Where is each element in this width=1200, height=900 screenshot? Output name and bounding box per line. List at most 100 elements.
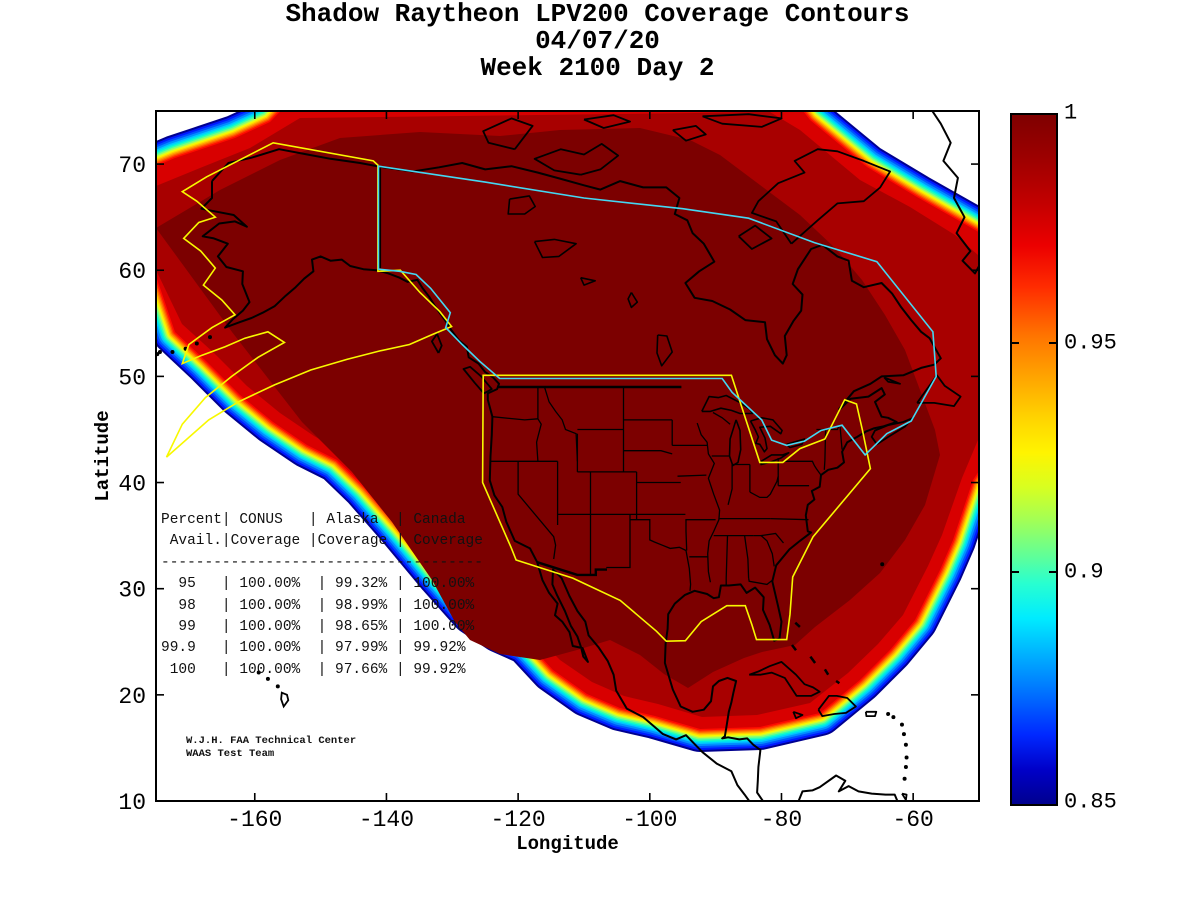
island-outline: [748, 661, 821, 697]
state-border: [630, 519, 687, 552]
colorbar-tick-label: 0.9: [1064, 559, 1104, 585]
canada-boundary: [377, 165, 938, 457]
small-island-dot: [903, 742, 908, 747]
state-border: [747, 577, 773, 586]
small-island-dot: [256, 670, 261, 675]
attribution-line2: WAAS Test Team: [186, 748, 275, 760]
lake-outline: [728, 419, 742, 467]
plot-date: 04/07/20: [535, 26, 660, 56]
title-block: Shadow Raytheon LPV200 Coverage Contours…: [186, 1, 1009, 82]
y-tick-label: 50: [118, 365, 146, 391]
island-outline: [901, 792, 908, 801]
state-border: [839, 426, 843, 450]
state-border: [543, 386, 579, 462]
state-border: [696, 422, 721, 583]
state-border: [749, 476, 779, 499]
coastline: [797, 774, 899, 801]
state-border: [517, 461, 557, 560]
lake-outline: [760, 451, 790, 466]
state-border: [685, 519, 688, 551]
island-chain: [791, 644, 797, 652]
y-tick-label: 70: [118, 153, 146, 179]
island-outline: [583, 114, 631, 129]
y-tick-label: 30: [118, 578, 146, 604]
lake-outline: [533, 238, 577, 259]
x-axis-label: Longitude: [516, 833, 619, 855]
state-border: [725, 535, 729, 586]
small-island-dot: [157, 349, 162, 354]
plot-week-day: Week 2100 Day 2: [480, 53, 715, 83]
lake-outline: [507, 195, 537, 215]
colorbar-tick: [1012, 341, 1019, 344]
state-border: [685, 550, 692, 591]
state-border: [727, 464, 733, 505]
lake-outline: [749, 416, 783, 453]
state-border: [770, 517, 809, 521]
state-border: [782, 460, 822, 476]
state-border: [492, 416, 538, 421]
island-outline: [482, 117, 534, 151]
state-border: [743, 535, 750, 579]
island-outline: [864, 710, 878, 717]
coastline: [211, 148, 942, 410]
x-tick-label: -140: [359, 807, 414, 833]
map-layer: [141, 111, 979, 801]
small-island-dot: [903, 765, 908, 770]
colorbar: [1010, 113, 1058, 806]
colorbar-tick-label: 0.95: [1064, 330, 1117, 356]
colorbar-tick: [1049, 341, 1056, 344]
state-border: [712, 411, 731, 425]
lake-outline: [701, 394, 754, 415]
coverage-table: Percent| CONUS | Alaska | Canada Avail.|…: [161, 512, 483, 678]
y-axis-label: Latitude: [92, 410, 114, 501]
y-tick-label: 60: [118, 259, 146, 285]
island-outline: [702, 113, 783, 128]
small-island-dot: [891, 715, 896, 720]
attribution-line1: W.J.H. FAA Technical Center: [186, 735, 357, 747]
island-chain: [809, 655, 817, 664]
colorbar-tick-label: 0.85: [1064, 789, 1117, 815]
alaska-boundary: [165, 141, 453, 458]
island-outline: [883, 376, 901, 385]
y-tick-label: 40: [118, 472, 146, 498]
state-border: [823, 429, 827, 470]
lake-outline: [579, 276, 597, 286]
national-border: [536, 561, 607, 577]
island-chain: [823, 668, 830, 676]
small-island-dot: [904, 755, 909, 760]
state-border: [623, 450, 673, 455]
small-island-dot: [902, 776, 907, 781]
colorbar-tick: [1049, 571, 1056, 574]
island-outline: [870, 416, 915, 446]
hawaii-big-island: [280, 691, 290, 709]
x-tick-label: -100: [622, 807, 677, 833]
x-tick-label: -80: [761, 807, 802, 833]
plot-title: Shadow Raytheon LPV200 Coverage Contours: [285, 0, 910, 29]
island-outline: [430, 332, 443, 354]
island-outline: [672, 124, 707, 142]
state-border: [535, 387, 542, 462]
state-border: [677, 474, 707, 477]
colorbar-tick-label: 1: [1064, 100, 1078, 126]
plot-frame: [155, 110, 980, 802]
attribution: W.J.H. FAA Technical Center WAAS Test Te…: [186, 735, 356, 761]
island-outline: [738, 224, 773, 250]
state-border: [753, 532, 784, 544]
coastline: [931, 111, 979, 275]
y-tick-label: 10: [118, 790, 146, 816]
island-outline: [462, 365, 493, 395]
small-island-dot: [886, 711, 891, 716]
colorbar-tick: [1012, 571, 1019, 574]
island-outline: [533, 143, 620, 176]
small-island-dot: [207, 335, 212, 340]
state-border: [760, 535, 775, 567]
small-island-dot: [880, 562, 885, 567]
small-island-dot: [275, 684, 280, 689]
x-tick-label: -160: [227, 807, 282, 833]
state-border: [606, 514, 631, 569]
coverage-region-maroon: [156, 128, 940, 688]
small-island-dot: [141, 355, 145, 359]
small-island-dot: [901, 732, 906, 737]
